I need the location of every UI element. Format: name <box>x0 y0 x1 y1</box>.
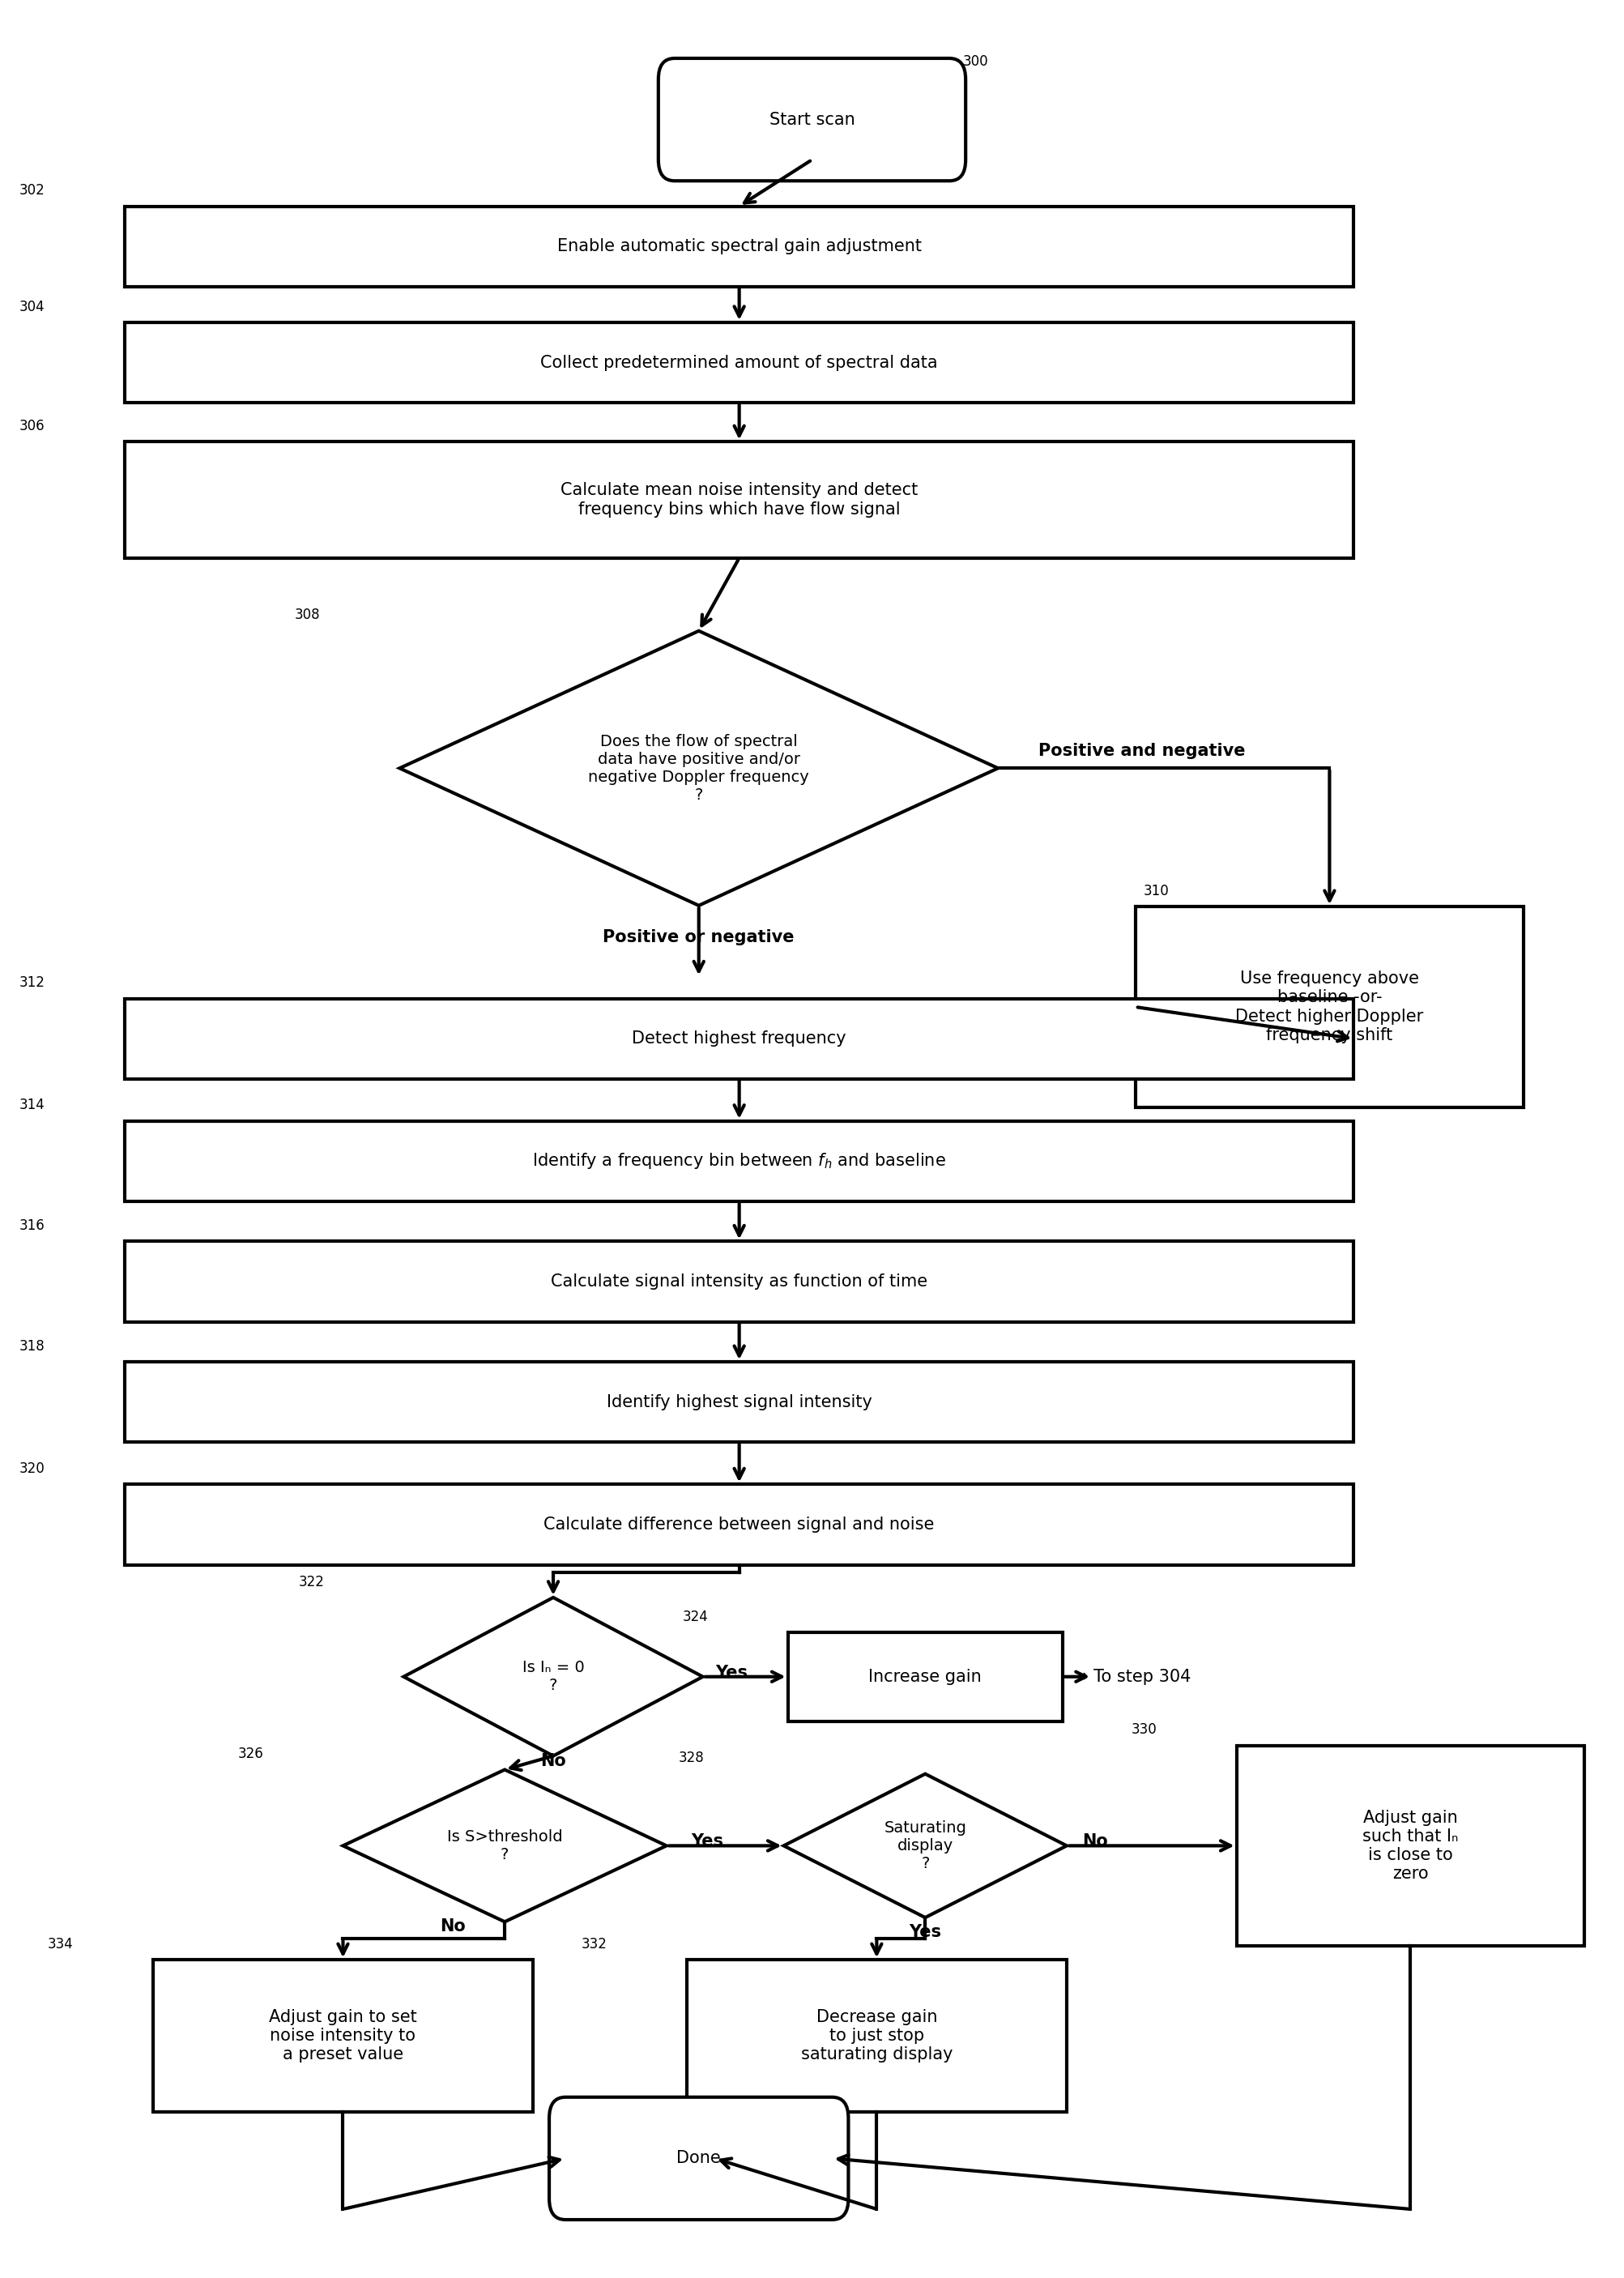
Text: 306: 306 <box>19 419 45 433</box>
Text: 314: 314 <box>19 1098 45 1112</box>
Text: 332: 332 <box>581 1936 607 1952</box>
Text: Saturating
display
?: Saturating display ? <box>883 1820 966 1870</box>
Bar <box>125 1485 1354 1565</box>
Text: Is S>threshold
?: Is S>threshold ? <box>447 1829 562 1863</box>
Polygon shape <box>784 1775 1067 1918</box>
Text: Adjust gain to set
noise intensity to
a preset value: Adjust gain to set noise intensity to a … <box>270 2009 417 2064</box>
Text: Yes: Yes <box>690 1834 723 1850</box>
Bar <box>687 1959 1067 2112</box>
Bar <box>1236 1745 1585 1945</box>
Bar <box>125 1121 1354 1201</box>
Text: → To step 304: → To step 304 <box>1073 1667 1190 1686</box>
Text: 318: 318 <box>19 1339 45 1353</box>
Text: No: No <box>440 1918 466 1934</box>
Polygon shape <box>400 631 999 907</box>
Text: 326: 326 <box>237 1747 263 1761</box>
Text: Decrease gain
to just stop
saturating display: Decrease gain to just stop saturating di… <box>801 2009 953 2064</box>
Bar <box>153 1959 533 2112</box>
Text: Start scan: Start scan <box>770 112 854 128</box>
Text: Done: Done <box>677 2150 721 2166</box>
Text: Adjust gain
such that Iₙ
is close to
zero: Adjust gain such that Iₙ is close to zer… <box>1363 1809 1458 1882</box>
Bar <box>125 998 1354 1080</box>
Text: Calculate difference between signal and noise: Calculate difference between signal and … <box>544 1517 934 1533</box>
Bar <box>125 1362 1354 1442</box>
Text: 334: 334 <box>47 1936 73 1952</box>
Text: 324: 324 <box>682 1608 708 1624</box>
Text: Positive or negative: Positive or negative <box>603 929 794 945</box>
Text: 302: 302 <box>19 182 45 198</box>
Text: Collect predetermined amount of spectral data: Collect predetermined amount of spectral… <box>541 355 939 371</box>
Text: 308: 308 <box>294 608 320 622</box>
Text: 316: 316 <box>19 1219 45 1232</box>
FancyBboxPatch shape <box>549 2098 848 2219</box>
Bar <box>788 1633 1062 1722</box>
Text: Positive and negative: Positive and negative <box>1038 743 1246 759</box>
Text: 330: 330 <box>1132 1722 1158 1736</box>
Text: Identify highest signal intensity: Identify highest signal intensity <box>606 1394 872 1410</box>
Text: Increase gain: Increase gain <box>869 1667 983 1686</box>
Text: Enable automatic spectral gain adjustment: Enable automatic spectral gain adjustmen… <box>557 239 921 255</box>
Text: 328: 328 <box>679 1752 705 1765</box>
Text: 320: 320 <box>19 1462 45 1476</box>
Text: 312: 312 <box>19 975 45 991</box>
FancyBboxPatch shape <box>658 59 966 180</box>
Polygon shape <box>343 1770 666 1923</box>
Text: Calculate signal intensity as function of time: Calculate signal intensity as function o… <box>551 1273 927 1289</box>
Text: Yes: Yes <box>909 1925 942 1941</box>
Text: 300: 300 <box>963 55 987 68</box>
Bar <box>1135 907 1523 1107</box>
Text: Use frequency above
baseline -or-
Detect higher Doppler
frequency shift: Use frequency above baseline -or- Detect… <box>1236 970 1424 1043</box>
Bar <box>125 1242 1354 1321</box>
Text: 310: 310 <box>1143 884 1169 898</box>
Polygon shape <box>404 1597 703 1756</box>
Text: 304: 304 <box>19 298 45 314</box>
Text: Is Iₙ = 0
?: Is Iₙ = 0 ? <box>523 1661 585 1693</box>
Text: Does the flow of spectral
data have positive and/or
negative Doppler frequency
?: Does the flow of spectral data have posi… <box>588 734 809 802</box>
Text: No: No <box>1082 1834 1108 1850</box>
Text: Yes: Yes <box>715 1665 747 1681</box>
Text: Identify a frequency bin between $f_h$ and baseline: Identify a frequency bin between $f_h$ a… <box>533 1150 947 1171</box>
Bar <box>125 442 1354 558</box>
Text: 322: 322 <box>299 1574 325 1590</box>
Text: Detect highest frequency: Detect highest frequency <box>632 1030 846 1048</box>
Bar <box>125 207 1354 287</box>
Bar <box>125 323 1354 403</box>
Text: Calculate mean noise intensity and detect
frequency bins which have flow signal: Calculate mean noise intensity and detec… <box>560 483 918 517</box>
Text: No: No <box>541 1754 567 1770</box>
